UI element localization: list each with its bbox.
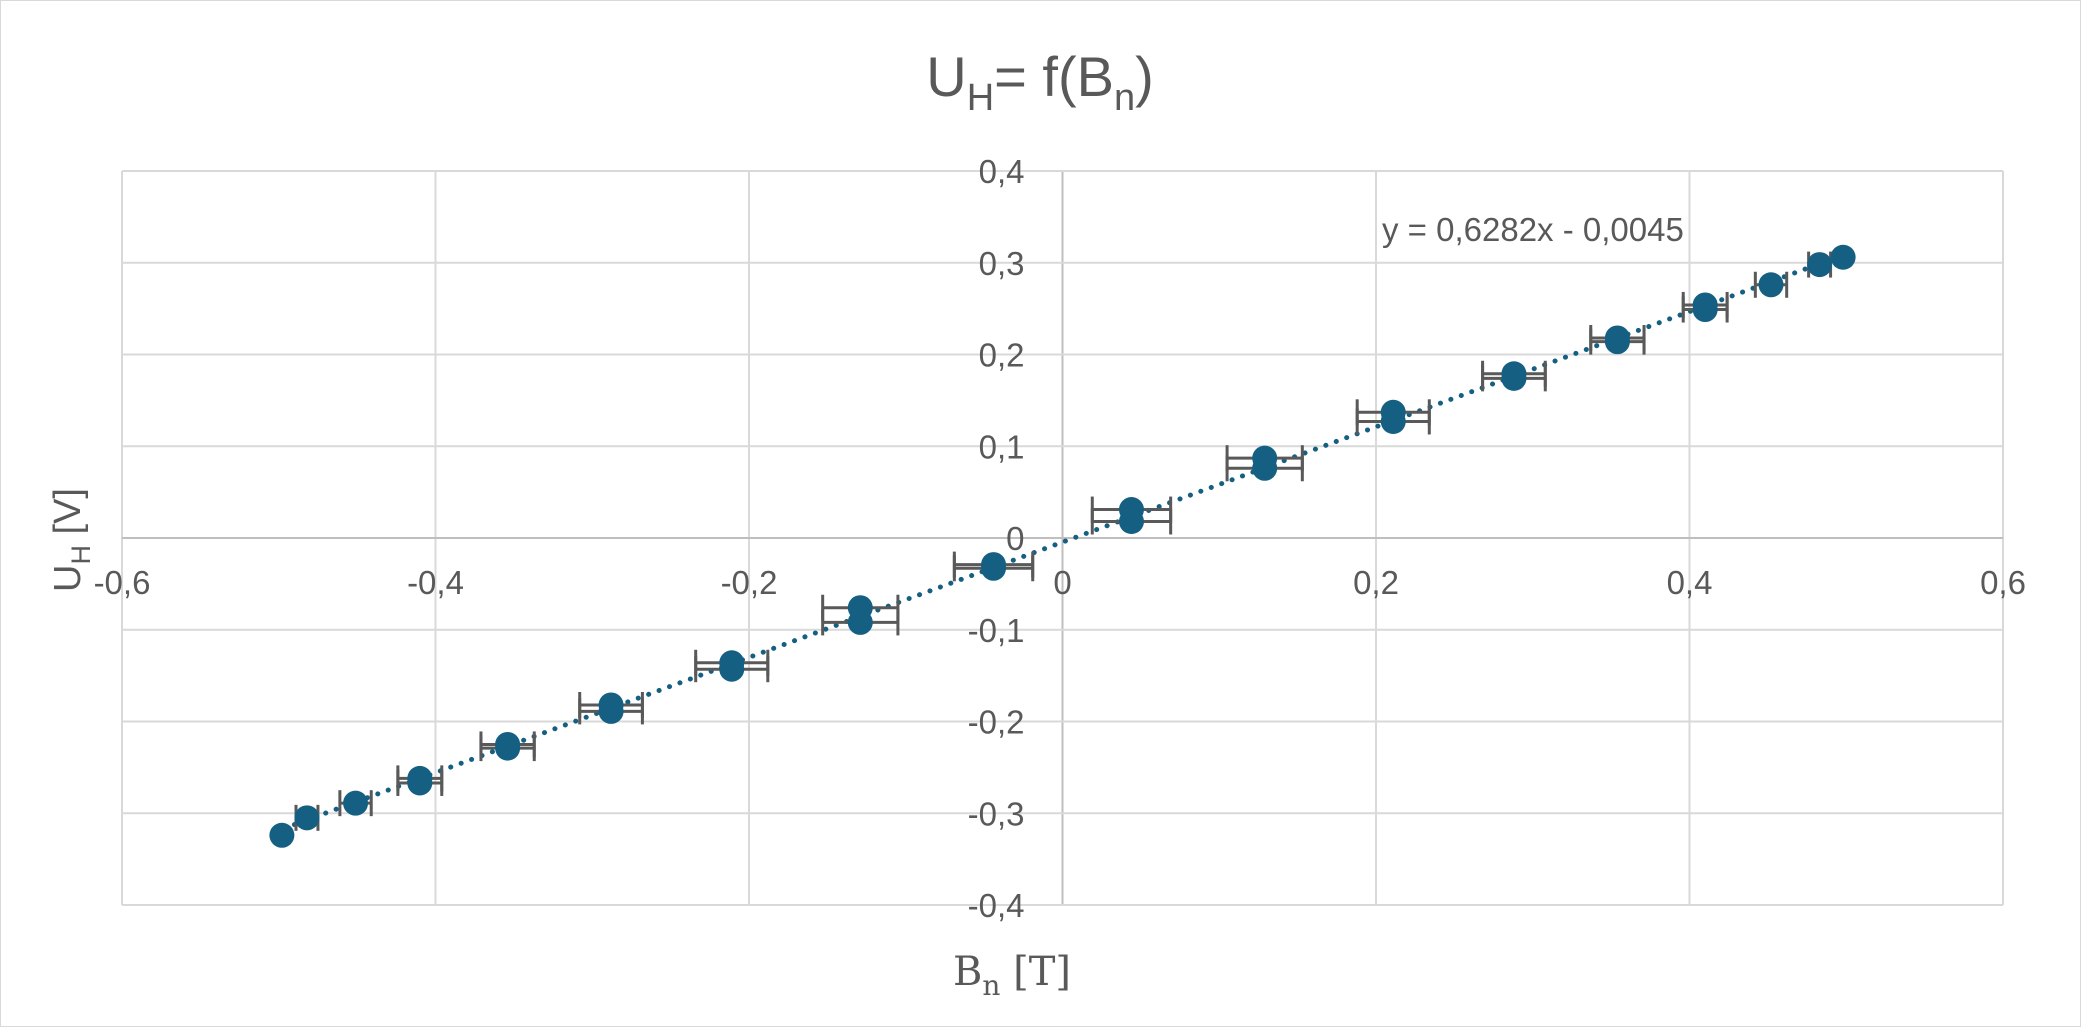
y-tick-label: 0,3 [979, 245, 1025, 282]
x-tick-label: -0,2 [721, 564, 778, 601]
data-point [719, 656, 745, 682]
y-tick-label: -0,3 [968, 795, 1025, 832]
data-point [847, 609, 873, 635]
title-sub: H [967, 77, 994, 119]
xlabel-rest: [T] [1000, 949, 1071, 995]
tick-labels: -0,6 -0,4 -0,2 0 0,2 0,4 0,6 -0,4 -0,3 -0,2 -0,1 0 0… [94, 153, 2026, 924]
data-point [1252, 455, 1278, 481]
title-end: ) [1135, 45, 1154, 108]
title-rest: = f(B [994, 45, 1114, 108]
data-point [1807, 252, 1833, 278]
ylabel-main: U [47, 565, 89, 592]
data-point [1501, 365, 1527, 391]
ylabel-sub: H [66, 545, 96, 565]
trendline-equation: y = 0,6282x - 0,0045 [1382, 211, 1684, 248]
data-point [1692, 297, 1718, 323]
y-tick-label: 0,1 [979, 428, 1025, 465]
data-point [598, 698, 624, 724]
x-tick-label: 0 [1053, 564, 1071, 601]
data-point [1380, 408, 1406, 434]
data-point [495, 735, 521, 761]
x-tick-label: -0,4 [407, 564, 464, 601]
y-tick-label: 0,4 [979, 153, 1025, 190]
x-tick-label: 0,4 [1667, 564, 1713, 601]
xlabel-sub: n [982, 969, 1000, 1002]
x-tick-label: -0,6 [94, 564, 151, 601]
data-point [343, 790, 369, 816]
y-tick-label: -0,1 [968, 612, 1025, 649]
y-tick-label: 0,2 [979, 337, 1025, 374]
data-point [294, 805, 320, 831]
x-axis-title: Bn [T] [953, 949, 1071, 1002]
trendline [291, 257, 1834, 828]
y-tick-label: -0,2 [968, 704, 1025, 741]
y-tick-label: -0,4 [968, 887, 1025, 924]
ylabel-rest: [V] [47, 488, 89, 545]
title-sub2: n [1114, 77, 1135, 119]
y-axis-title: UH [V] [47, 488, 96, 592]
data-point [1604, 329, 1630, 355]
data-point [1758, 272, 1784, 298]
y-tick-label: 0 [1006, 520, 1024, 557]
title-main: U [926, 45, 966, 108]
data-point [1118, 508, 1144, 534]
data-points [269, 244, 1856, 848]
xlabel-main: B [953, 949, 982, 995]
x-tick-label: 0,6 [1980, 564, 2026, 601]
data-point [981, 555, 1007, 581]
trendline-layer [291, 257, 1834, 828]
data-point [269, 822, 295, 848]
gridlines [121, 170, 2004, 906]
data-point [407, 770, 433, 796]
x-tick-label: 0,2 [1353, 564, 1399, 601]
data-point [1830, 244, 1856, 270]
chart-title: UH= f(Bn) [926, 45, 1154, 119]
